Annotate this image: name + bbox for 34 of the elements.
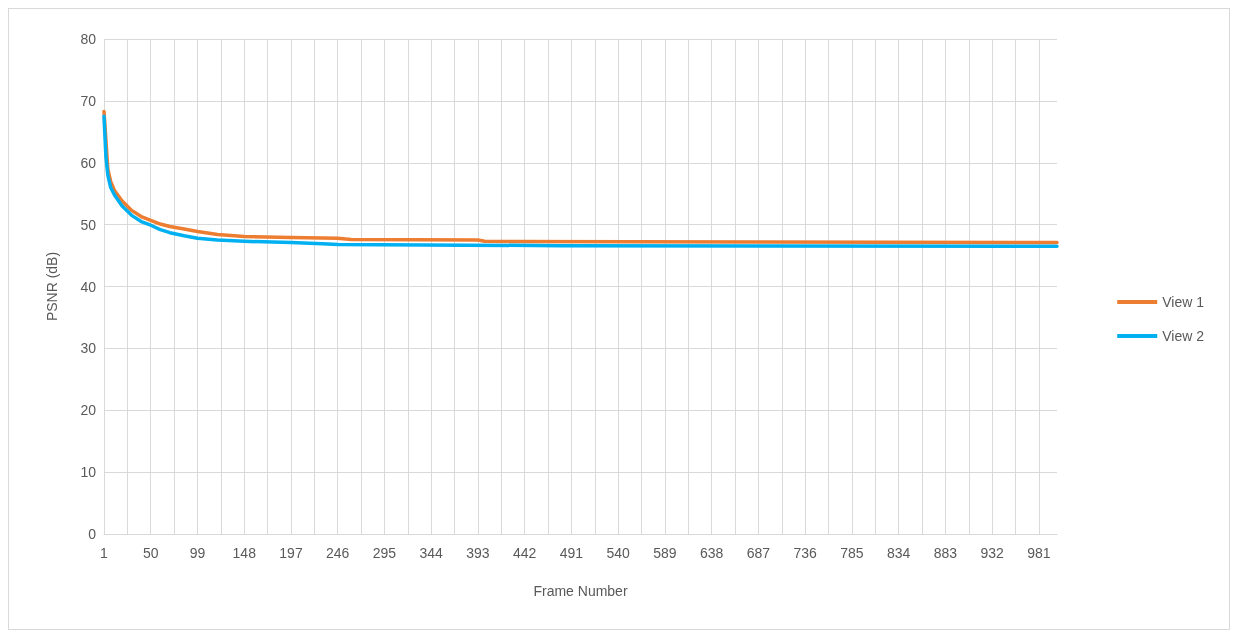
x-tick-label: 932 xyxy=(980,545,1005,561)
x-tick-label: 148 xyxy=(232,545,257,561)
x-tick-label: 687 xyxy=(746,545,771,561)
y-tick-label: 0 xyxy=(88,526,97,542)
x-tick-label: 834 xyxy=(886,545,911,561)
y-tick-label: 10 xyxy=(80,464,97,481)
legend-label: View 1 xyxy=(1162,294,1205,310)
legend-label: View 2 xyxy=(1162,328,1205,344)
x-tick-label: 540 xyxy=(606,545,631,561)
x-axis-title: Frame Number xyxy=(533,583,628,599)
x-tick-label: 442 xyxy=(513,545,537,561)
x-tick-label: 1 xyxy=(100,545,109,561)
x-tick-label: 50 xyxy=(142,545,159,561)
x-tick-label: 197 xyxy=(279,545,303,561)
y-tick-label: 50 xyxy=(80,216,97,233)
x-tick-label: 883 xyxy=(933,545,958,561)
x-tick-label: 295 xyxy=(372,545,397,561)
y-tick-label: 30 xyxy=(80,340,97,357)
x-tick-label: 344 xyxy=(419,545,444,561)
x-tick-label: 393 xyxy=(466,545,490,561)
x-tick-label: 736 xyxy=(793,545,818,561)
x-tick-label: 638 xyxy=(699,545,724,561)
y-tick-label: 70 xyxy=(80,92,97,109)
x-tick-label: 981 xyxy=(1027,545,1051,561)
x-tick-label: 246 xyxy=(326,545,350,561)
y-axis-title: PSNR (dB) xyxy=(44,251,60,322)
x-tick-label: 589 xyxy=(653,545,677,561)
x-tick-label: 491 xyxy=(559,545,584,561)
y-tick-label: 80 xyxy=(80,31,97,47)
x-tick-label: 785 xyxy=(840,545,864,561)
y-tick-label: 60 xyxy=(80,154,97,171)
y-tick-label: 20 xyxy=(80,402,97,419)
y-tick-label: 40 xyxy=(80,278,97,295)
x-tick-label: 99 xyxy=(189,545,206,561)
